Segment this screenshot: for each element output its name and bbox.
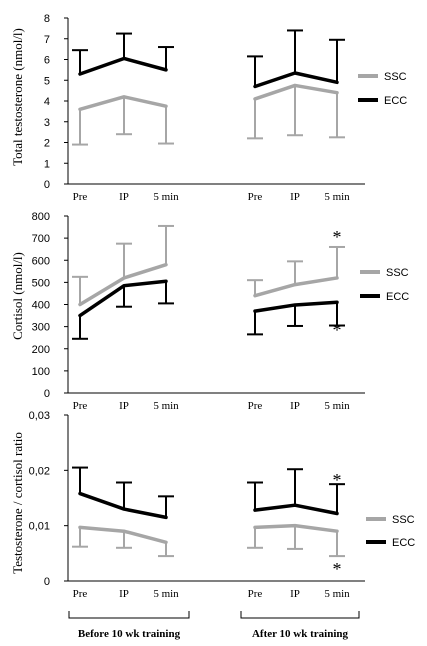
legend-ratio: SSC ECC [366, 514, 415, 549]
legend-label-ecc: ECC [384, 95, 407, 107]
series-lines-cortisol [72, 224, 345, 340]
x-tick-label: 5 min [153, 191, 179, 203]
x-tick-label: Pre [73, 588, 88, 600]
series-line-ecc [78, 491, 168, 520]
legend-swatch-ssc [360, 270, 380, 274]
y-tick-label: 7 [44, 34, 50, 46]
legend-swatch-ssc [366, 517, 386, 521]
y-tick-label: 2 [44, 138, 50, 150]
y-tick-label: 0,02 [29, 465, 50, 477]
series-line-ssc [78, 95, 168, 112]
legend-swatch-ssc [358, 74, 378, 78]
x-tick-label: 5 min [153, 588, 179, 600]
y-axis-label-testosterone: Total testosterone (nmol/l) [10, 28, 25, 166]
x-tick-label: Pre [248, 400, 263, 412]
x-tick-label: IP [119, 588, 129, 600]
y-tick-label: 3 [44, 117, 50, 129]
group-bracket-after: After 10 wk training [240, 611, 360, 640]
y-tick-label: 300 [32, 322, 50, 334]
legend-swatch-ecc [360, 294, 380, 298]
x-tick-label: 5 min [324, 588, 350, 600]
x-tick-label: IP [119, 400, 129, 412]
y-axis-label-cortisol: Cortisol (nmol/l) [10, 252, 25, 340]
series-line-ssc [253, 523, 339, 533]
x-tick-label: Pre [73, 191, 88, 203]
y-axis-ratio: 0 0,01 0,02 0,03 [29, 410, 69, 588]
significance-marker-ecc-ratio: * [333, 470, 342, 490]
significance-marker-ssc-ratio: * [333, 559, 342, 579]
series-line-ecc [253, 71, 339, 89]
legend-label-ecc: ECC [392, 537, 415, 549]
panel-ratio: Testosterone / cortisol ratio 00,010,020… [10, 410, 415, 600]
x-tick-label: IP [290, 400, 300, 412]
y-tick-label: 400 [32, 300, 50, 312]
series-line-ecc [253, 503, 339, 516]
y-tick-label: 600 [32, 255, 50, 267]
x-tick-label: Pre [248, 588, 263, 600]
y-tick-label: 700 [32, 233, 50, 245]
y-tick-label: 0 [44, 576, 50, 588]
series-line-ssc [253, 83, 339, 101]
y-tick-label: 6 [44, 55, 50, 67]
panel-cortisol: Cortisol (nmol/l) 0 100 200 300 400 500 600 700… [10, 211, 409, 412]
x-axis-cortisol: Pre IP 5 min Pre IP 5 min [68, 392, 365, 412]
y-tick-label: 1 [44, 158, 50, 170]
legend-swatch-ecc [358, 98, 378, 102]
group-label-after: After 10 wk training [252, 628, 349, 640]
y-tick-label: 4 [44, 96, 50, 108]
bracket-line-after [240, 611, 360, 619]
series-line-ecc [253, 300, 339, 313]
group-bracket-before: Before 10 wk training [68, 611, 190, 640]
x-tick-label: IP [290, 588, 300, 600]
legend-label-ssc: SSC [392, 514, 415, 526]
x-tick-label: 5 min [153, 400, 179, 412]
y-axis-cortisol: 0 100 200 300 400 500 600 700 800 [32, 211, 69, 400]
x-tick-label: IP [290, 191, 300, 203]
series-lines-testosterone [72, 29, 345, 146]
series-line-ssc [78, 525, 168, 545]
group-label-before: Before 10 wk training [78, 628, 181, 640]
x-tick-label: 5 min [324, 191, 350, 203]
panel-testosterone: Total testosterone (nmol/l) 0 1 2 3 4 5 6 7 8 Pr… [10, 13, 407, 203]
legend-label-ssc: SSC [384, 71, 407, 83]
y-tick-label: 0 [44, 179, 50, 191]
x-tick-label: IP [119, 191, 129, 203]
series-line-ssc [253, 276, 339, 298]
x-tick-label: 5 min [324, 400, 350, 412]
legend-swatch-ecc [366, 540, 386, 544]
significance-marker-ssc-cortisol: * [333, 227, 342, 247]
bracket-line-before [68, 611, 190, 619]
y-tick-label: 100 [32, 366, 50, 378]
x-axis-testosterone: Pre IP 5 min Pre IP 5 min [68, 183, 365, 203]
y-tick-label: 0 [44, 388, 50, 400]
significance-marker-ecc-cortisol: * [333, 320, 342, 340]
series-line-ecc [78, 279, 168, 318]
legend-label-ssc: SSC [386, 267, 409, 279]
x-tick-label: Pre [73, 400, 88, 412]
legend-testosterone: SSC ECC [358, 71, 407, 107]
y-tick-label: 8 [44, 13, 50, 25]
x-axis-ratio: Pre IP 5 min Pre IP 5 min [68, 580, 365, 600]
x-tick-label: Pre [248, 191, 263, 203]
y-tick-label: 0,03 [29, 410, 50, 422]
series-lines-ratio [72, 466, 345, 558]
y-tick-label: 200 [32, 344, 50, 356]
y-tick-label: 5 [44, 75, 50, 87]
series-line-ecc [78, 56, 168, 76]
y-axis-label-ratio: Testosterone / cortisol ratio [10, 432, 25, 574]
y-tick-label: 800 [32, 211, 50, 223]
y-axis-testosterone: 0 1 2 3 4 5 6 7 8 [44, 13, 69, 191]
y-tick-label: 0,01 [29, 521, 50, 533]
legend-cortisol: SSC ECC [360, 267, 409, 303]
series-line-ssc [78, 262, 168, 307]
y-tick-label: 500 [32, 277, 50, 289]
legend-label-ecc: ECC [386, 291, 409, 303]
